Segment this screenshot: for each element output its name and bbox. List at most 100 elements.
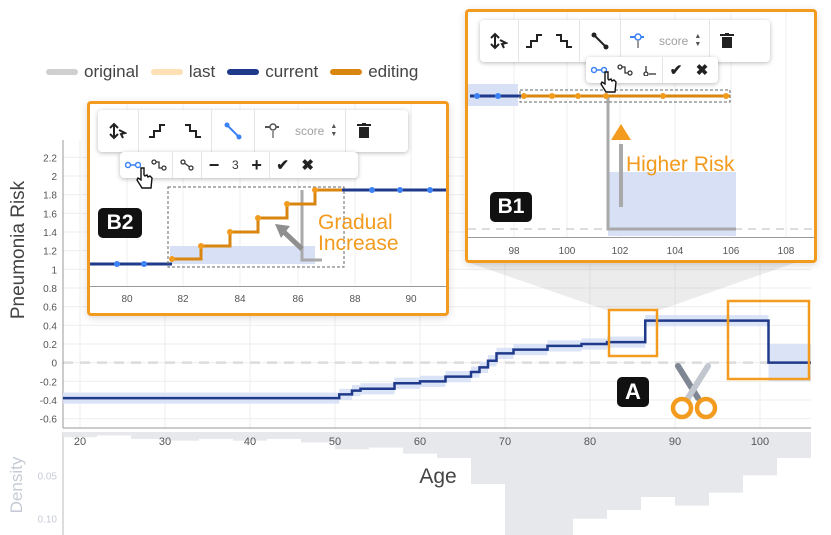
toolbar-separator [345, 110, 347, 152]
b2-annotation: Gradual Increase [318, 212, 399, 254]
decrement-button[interactable]: − [202, 152, 226, 178]
chevron-down-icon[interactable]: ▼ [330, 131, 338, 138]
b1-x-ticks: 98 100 102 104 106 108 [508, 246, 794, 257]
b2-edit-point[interactable] [255, 215, 261, 221]
interp-regression-button[interactable] [638, 57, 662, 83]
interp-linear-button[interactable] [586, 57, 612, 83]
b2-edit-point[interactable] [198, 243, 204, 249]
increase-button[interactable] [139, 110, 175, 152]
scissors-icon[interactable] [670, 363, 718, 420]
density-bar [777, 432, 811, 458]
b1-edit-point[interactable] [603, 93, 609, 99]
chevron-up-icon[interactable]: ▲ [694, 33, 702, 40]
score-stepper[interactable]: ▲ ▼ [330, 123, 337, 139]
b1-toolbar: score ▲ ▼ [480, 20, 770, 62]
b2-point[interactable] [141, 261, 147, 267]
decrease-icon [185, 124, 201, 138]
increment-button[interactable]: + [245, 152, 269, 178]
chevron-down-icon[interactable]: ▼ [694, 41, 702, 48]
interp-regression-button[interactable] [173, 152, 201, 178]
x-tick-label: 40 [244, 436, 256, 448]
align-button[interactable] [621, 20, 653, 62]
b2-arrow-shaft [282, 230, 304, 251]
b2-edit-point[interactable] [169, 256, 175, 262]
b1-x-tick-label: 98 [508, 246, 520, 257]
score-stepper[interactable]: ▲ ▼ [694, 33, 701, 49]
b2-edit-point[interactable] [227, 229, 233, 235]
chevron-up-icon[interactable]: ▲ [330, 123, 338, 130]
move-button[interactable] [480, 20, 518, 62]
legend-label-current: current [265, 62, 319, 81]
b1-edit-point[interactable] [575, 93, 581, 99]
interp-step-button[interactable] [612, 57, 638, 83]
hand-cursor-icon [600, 71, 617, 93]
confirm-button[interactable]: ✔ [663, 57, 689, 83]
b2-edit-point[interactable] [312, 187, 318, 193]
current-series-line[interactable] [63, 319, 811, 400]
b2-point[interactable] [369, 187, 375, 193]
b1-chart[interactable]: 98 100 102 104 106 108 [468, 12, 814, 260]
interpolate-button[interactable] [212, 110, 254, 152]
toolbar-separator [254, 110, 255, 152]
b2-point[interactable] [114, 261, 120, 267]
delete-button[interactable] [710, 20, 744, 62]
b1-point[interactable] [495, 93, 501, 99]
b1-original-line [606, 96, 736, 231]
trash-icon [357, 123, 372, 138]
cancel-button[interactable]: ✖ [296, 152, 320, 178]
b1-edit-point[interactable] [521, 93, 527, 99]
interp-linear-button[interactable] [120, 152, 146, 178]
step-count-input[interactable]: 3 [232, 158, 239, 172]
score-input[interactable]: score [295, 124, 325, 138]
b1-x-tick-label: 102 [612, 246, 629, 257]
b2-point[interactable] [397, 187, 403, 193]
regression-icon [180, 159, 194, 171]
density-bar [539, 432, 573, 535]
chain-link-icon [125, 161, 141, 169]
b1-edit-point[interactable] [723, 93, 729, 99]
trash-icon [720, 33, 735, 48]
b2-selection-box[interactable] [167, 186, 345, 268]
b2-edit-point[interactable] [284, 201, 290, 207]
move-button[interactable] [98, 110, 138, 152]
interpolate-button[interactable] [580, 20, 620, 62]
b1-edit-point[interactable] [549, 93, 555, 99]
badge-b1: B1 [490, 192, 532, 222]
b2-toolbar: score ▲ ▼ [98, 110, 408, 152]
b1-point[interactable] [474, 93, 480, 99]
interp-step-button[interactable] [146, 152, 172, 178]
delete-button[interactable] [346, 110, 382, 152]
toolbar-separator [662, 57, 663, 83]
selection-box-b2[interactable] [607, 308, 659, 358]
up-arrow-icon [611, 124, 631, 140]
legend-label-editing: editing [368, 62, 419, 81]
density-bar [573, 432, 607, 519]
y-tick-label: 0.6 [43, 303, 57, 314]
b2-chart[interactable]: 80 82 84 86 88 90 [90, 104, 446, 313]
score-input[interactable]: score [659, 34, 689, 48]
align-button[interactable] [255, 110, 289, 152]
density-bar [131, 432, 165, 439]
density-bar [165, 432, 199, 441]
confirm-button[interactable]: ✔ [270, 152, 296, 178]
toolbar-separator [201, 152, 202, 178]
density-bar [641, 432, 675, 497]
panel-b2: 80 82 84 86 88 90 Gradual Increase B2 score ▲… [87, 101, 449, 316]
selection-box-b1[interactable] [726, 299, 811, 381]
cancel-button[interactable]: ✖ [689, 57, 715, 83]
b2-point[interactable] [427, 187, 433, 193]
check-icon: ✔ [669, 62, 683, 79]
decrease-button[interactable] [175, 110, 211, 152]
y-tick-label: 2 [51, 172, 57, 183]
toolbar-separator [518, 20, 519, 62]
check-icon: ✔ [276, 157, 289, 174]
toolbar-separator [211, 110, 212, 152]
current-line[interactable] [63, 319, 811, 400]
b1-band-right [608, 172, 736, 236]
density-tick-label: 0.05 [38, 471, 58, 482]
increase-button[interactable] [519, 20, 549, 62]
density-bar [369, 432, 403, 448]
decrease-button[interactable] [549, 20, 579, 62]
b1-edit-point[interactable] [660, 93, 666, 99]
x-tick-label: 50 [329, 436, 341, 448]
